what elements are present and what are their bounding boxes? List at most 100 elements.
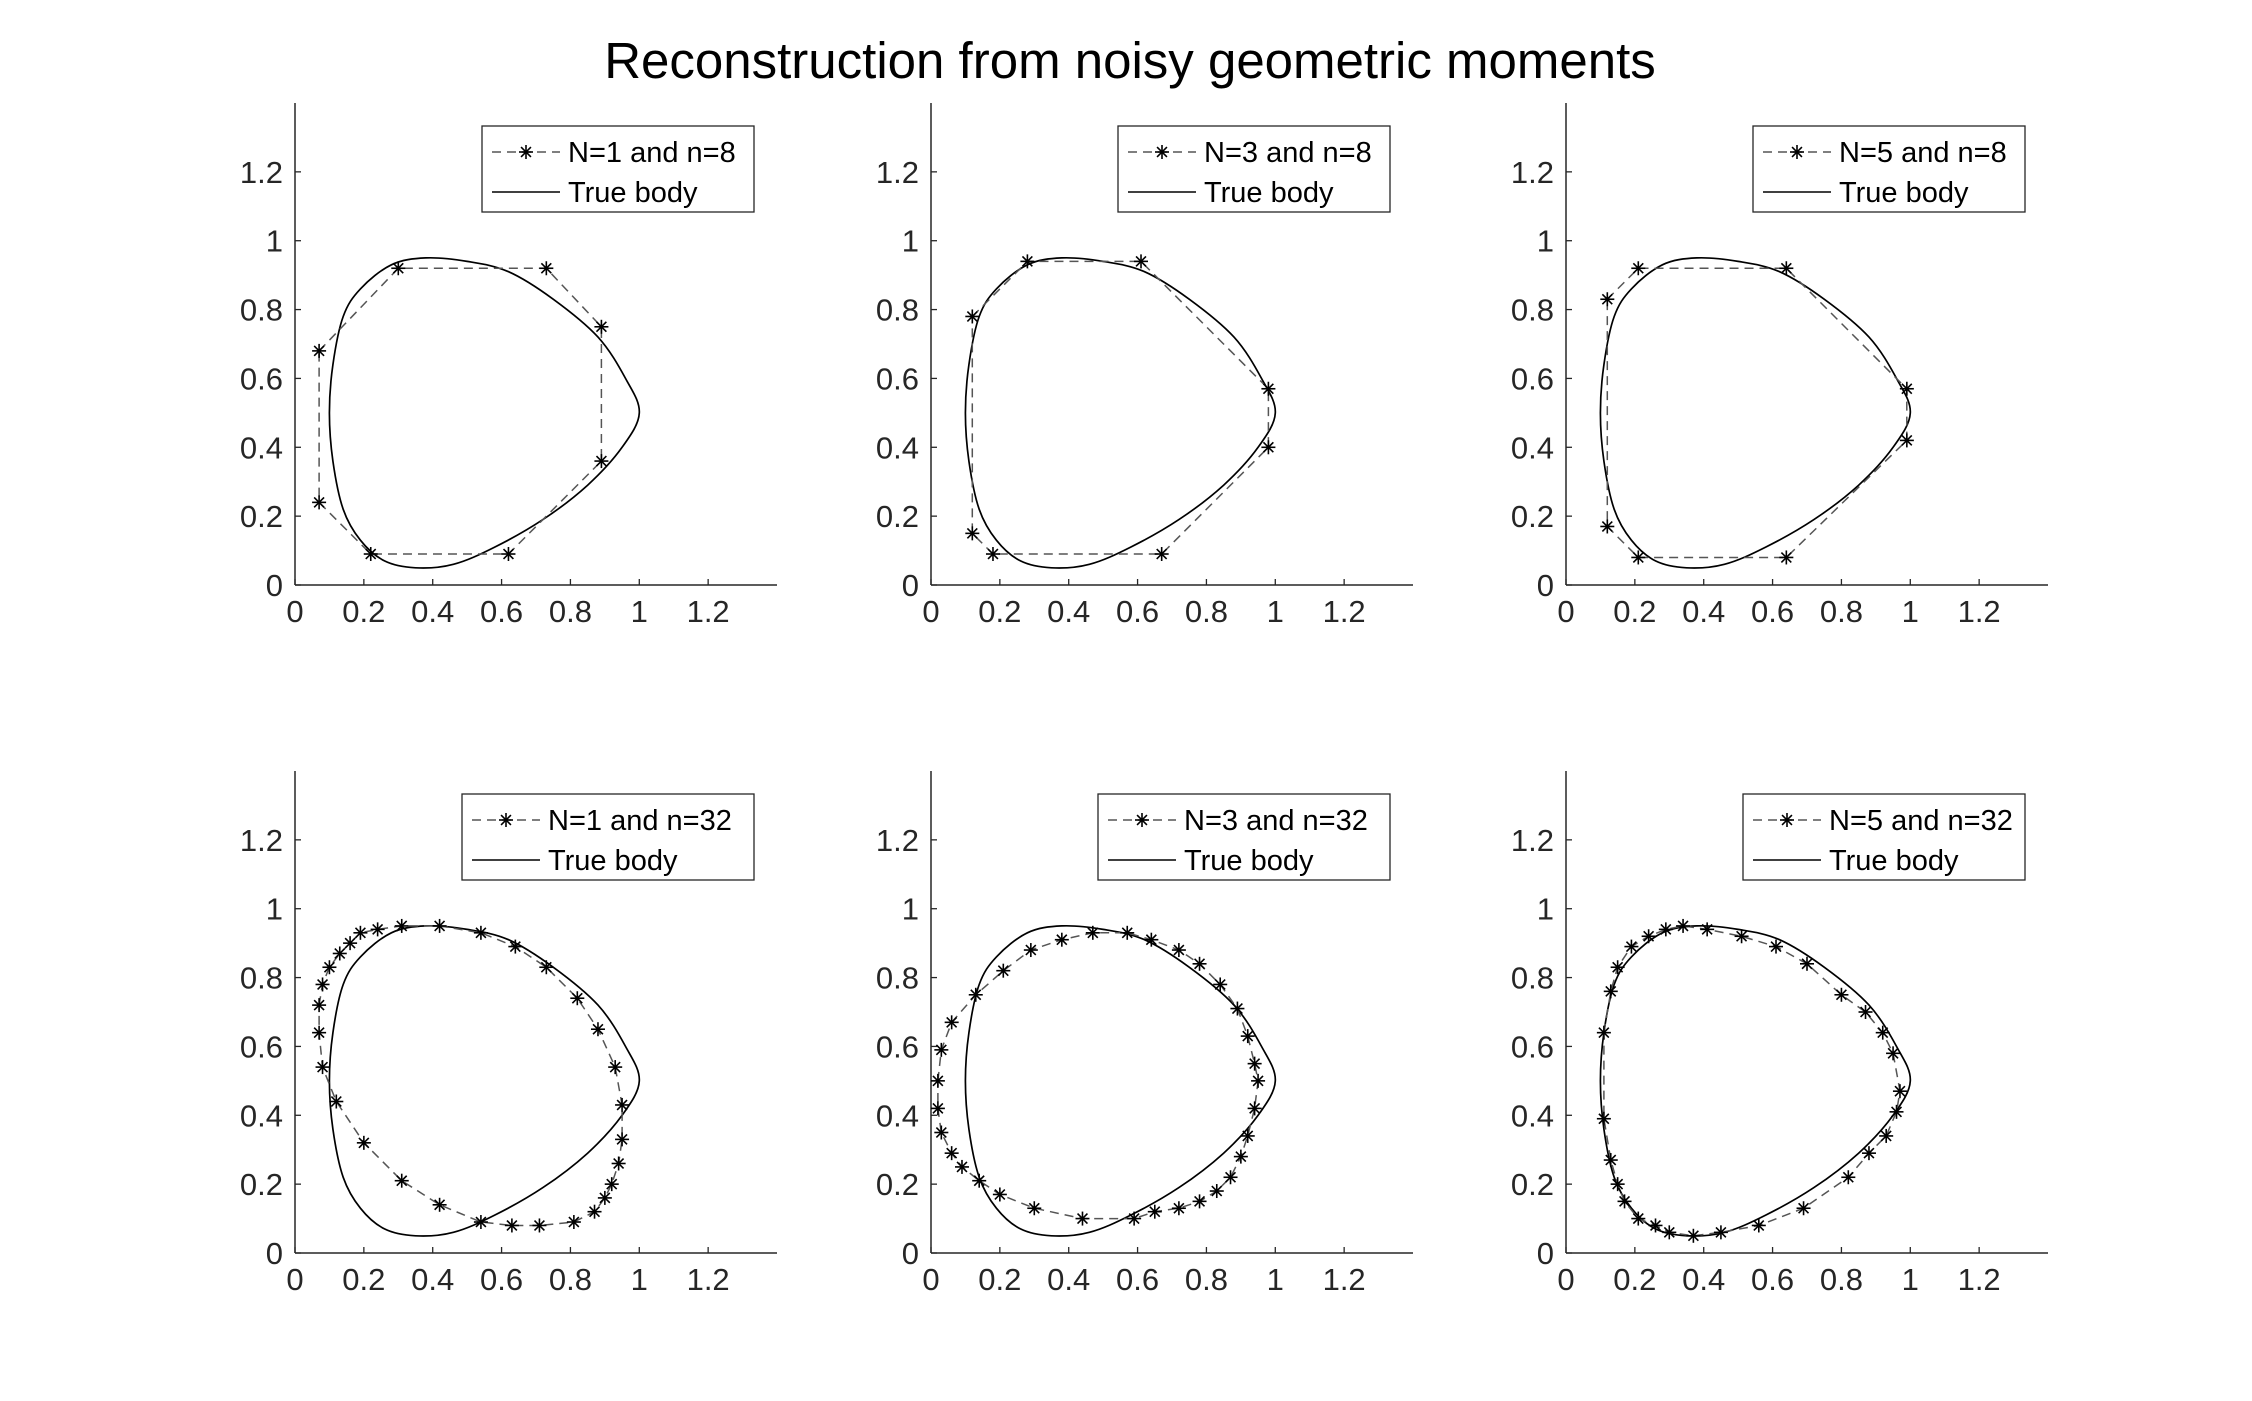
reconstruction-point [615,1097,630,1112]
legend-box [461,793,755,881]
reconstruction-point [1858,1005,1873,1019]
reconstruction-point [1144,932,1159,947]
y-tick-label: 1.2 [1511,155,1554,190]
legend: N=3 and n=8 True body [1117,125,1391,213]
reconstruction-point [992,1187,1007,1202]
true-body-line [1599,256,1912,569]
legend-box [1752,125,2026,213]
reconstruction-point [1676,918,1691,933]
reconstruction-point [1713,1225,1728,1240]
x-tick-label: 1 [1902,1262,1919,1297]
reconstruction-point [1861,1146,1876,1161]
legend: N=5 and n=32 True body [1742,793,2026,881]
reconstruction-point [1192,956,1207,971]
reconstruction-point [1879,1128,1894,1143]
x-tick-label: 0 [1557,594,1574,629]
legend-box [1742,793,2026,881]
legend: N=5 and n=8 True body [1752,125,2026,213]
reconstruction-point [532,1218,547,1233]
reconstruction-point [1841,1170,1856,1185]
reconstruction-point [394,918,409,933]
reconstruction-point [934,1042,949,1057]
reconstruction-point [1886,1046,1901,1061]
subplot-2: 0 0.2 0.4 0.6 0.8 1 1.2 0 0.2 0.4 0.6 0.8 1 1.2 N=3 an… [876,103,1413,629]
y-tick-label: 0.4 [1511,430,1554,465]
reconstruction-point [1223,1170,1238,1185]
legend: N=1 and n=32 True body [461,793,755,881]
reconstruction-point [315,977,330,992]
y-tick-label: 0.8 [240,961,283,996]
true-body-line [1599,924,1912,1237]
y-tick-label: 0.4 [1511,1098,1554,1133]
y-tick-label: 0.8 [1511,961,1554,996]
reconstruction-point [1023,943,1038,958]
subplot-3: 0 0.2 0.4 0.6 0.8 1 1.2 0 0.2 0.4 0.6 0.8 1 1.2 N=5 an… [1511,103,2048,629]
reconstruction-point [1027,1201,1042,1216]
legend: N=1 and n=8 True body [481,125,755,213]
x-tick-label: 0 [286,1262,303,1297]
reconstruction-point [1648,1218,1663,1233]
reconstruction-point [356,1135,371,1150]
reconstruction-markers [312,261,609,562]
x-tick-label: 1 [1902,594,1919,629]
subplot-6: 0 0.2 0.4 0.6 0.8 1 1.2 0 0.2 0.4 0.6 0.8 1 1.2 N=5 an… [1511,771,2048,1297]
reconstruction-point [1662,1225,1677,1240]
reconstruction-point [1600,292,1615,307]
reconstruction-point [608,1060,623,1075]
reconstruction-markers [312,918,630,1233]
y-tick-label: 0.2 [240,499,283,534]
x-tick-label: 0.2 [342,594,385,629]
legend-label-reconstruction: N=1 and n=8 [568,137,736,169]
y-tick-label: 1.2 [876,155,919,190]
reconstruction-point [322,960,337,975]
reconstruction-point [1134,254,1149,269]
reconstruction-line [318,925,623,1227]
legend-marker [1790,145,1804,159]
legend-label-true-body: True body [1184,845,1314,877]
y-tick-label: 0.6 [876,361,919,396]
y-tick-label: 1.2 [240,823,283,858]
reconstruction-point [1209,1184,1224,1199]
reconstruction-point [391,261,406,276]
reconstruction-point [1247,1101,1262,1116]
reconstruction-markers [965,254,1276,562]
legend-box [1117,125,1391,213]
legend-marker [499,813,513,827]
x-tick-label: 0.8 [1185,594,1228,629]
reconstruction-point [930,1073,945,1088]
x-tick-label: 0.2 [1613,594,1656,629]
legend: N=3 and n=32 True body [1097,793,1391,881]
reconstruction-point [539,261,554,276]
y-tick-label: 0.2 [1511,499,1554,534]
legend-marker [1155,145,1169,159]
reconstruction-point [1192,1194,1207,1209]
reconstruction-point [965,526,980,541]
x-tick-label: 0.4 [1047,594,1090,629]
x-tick-label: 0.6 [480,594,523,629]
true-body-line [328,256,641,569]
legend-label-reconstruction: N=5 and n=8 [1839,137,2007,169]
reconstruction-point [1631,261,1646,276]
y-tick-label: 0.2 [876,499,919,534]
reconstruction-markers [930,925,1266,1226]
figure-title: Reconstruction from noisy geometric mome… [604,32,1656,89]
reconstruction-point [1213,977,1228,992]
reconstruction-point [312,495,327,510]
reconstruction-point [1899,381,1914,396]
y-tick-label: 0 [266,1236,283,1271]
y-tick-label: 0.6 [1511,1029,1554,1064]
reconstruction-point [1631,550,1646,565]
x-tick-label: 0.8 [1820,594,1863,629]
reconstruction-point [363,547,378,562]
x-tick-label: 0 [922,594,939,629]
reconstruction-point [370,922,385,937]
x-tick-label: 0.2 [978,1262,1021,1297]
reconstruction-point [1171,943,1186,958]
reconstruction-point [1796,1201,1811,1216]
reconstruction-point [394,1173,409,1188]
reconstruction-point [1251,1073,1266,1088]
reconstruction-point [1769,939,1784,954]
reconstruction-point [594,454,609,469]
reconstruction-point [1240,1128,1255,1143]
